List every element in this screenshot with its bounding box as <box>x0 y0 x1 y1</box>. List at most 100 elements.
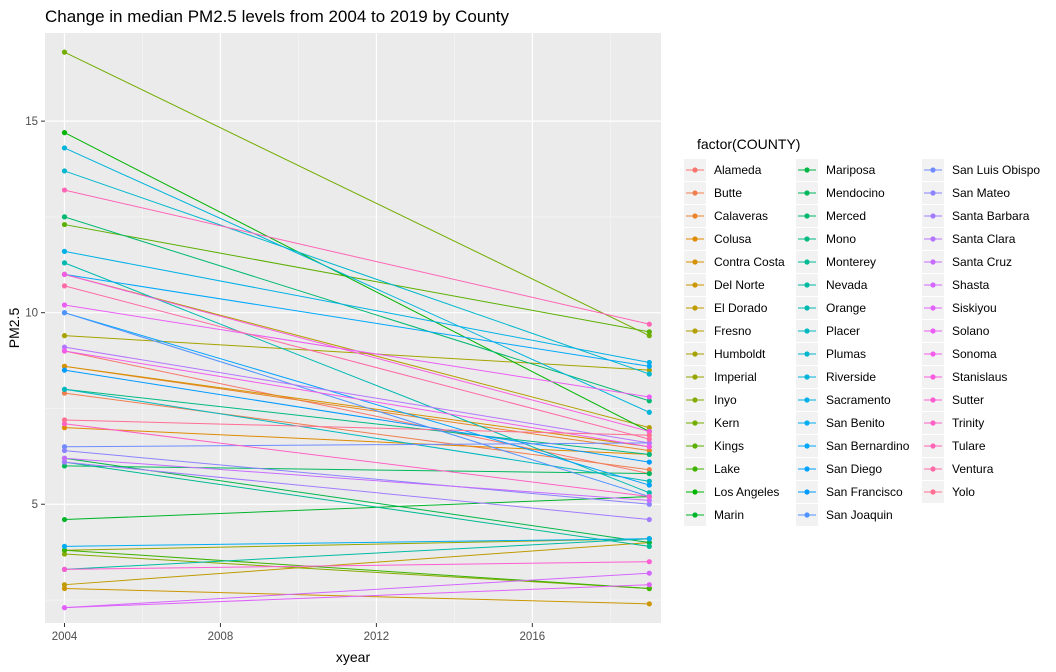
legend-label-imperial: Imperial <box>714 370 757 384</box>
data-point-los-angeles <box>61 130 68 136</box>
legend-key-point <box>692 328 698 334</box>
legend-key-point <box>692 512 698 518</box>
legend-label-del-norte: Del Norte <box>714 278 765 292</box>
legend-key-point <box>930 328 936 334</box>
legend-label-santa-barbara: Santa Barbara <box>952 209 1030 223</box>
series-line-mariposa <box>64 457 650 544</box>
y-tick-label: 15 <box>25 116 38 128</box>
data-point-solano <box>646 394 652 400</box>
data-point-orange <box>646 490 652 496</box>
x-tick-label: 2012 <box>364 631 390 643</box>
series-lines <box>64 51 650 609</box>
data-point-plumas <box>61 168 68 174</box>
legend-label-santa-clara: Santa Clara <box>952 232 1016 246</box>
legend-key-point <box>692 397 698 403</box>
series-line-sonoma <box>64 350 650 448</box>
legend-key-point <box>930 397 936 403</box>
legend-key-point <box>930 374 936 380</box>
data-point-siskiyou <box>61 605 68 611</box>
legend-label-sutter: Sutter <box>952 393 984 407</box>
data-point-placer <box>61 386 68 392</box>
data-point-contra-costa <box>61 363 68 369</box>
data-point-colusa <box>61 425 68 431</box>
legend-key-point <box>930 282 936 288</box>
data-point-placer <box>646 478 652 484</box>
legend-label-orange: Orange <box>826 301 866 315</box>
y-axis-label: PM2.5 <box>6 308 22 349</box>
legend-label-lake: Lake <box>714 462 740 476</box>
y-tick-label: 5 <box>32 499 38 511</box>
legend-key-point <box>804 282 810 288</box>
data-point-merced <box>61 214 68 220</box>
data-point-lake <box>646 585 652 592</box>
legend-label-sonoma: Sonoma <box>952 347 997 361</box>
legend-key-point <box>930 420 936 426</box>
legend-label-kings: Kings <box>714 439 744 453</box>
legend: Alameda Butte Calaveras Colusa Contra Costa D… <box>684 159 1040 526</box>
legend-label-yolo: Yolo <box>952 485 975 499</box>
legend-label-ventura: Ventura <box>952 462 994 476</box>
data-point-ventura <box>646 436 652 442</box>
data-point-sacramento <box>61 248 68 254</box>
legend-key-point <box>804 328 810 334</box>
legend-label-mendocino: Mendocino <box>826 186 885 200</box>
data-point-san-bernardino <box>646 363 652 369</box>
data-point-mendocino <box>646 470 652 477</box>
legend-key-point <box>930 190 936 196</box>
legend-label-siskiyou: Siskiyou <box>952 301 997 315</box>
series-line-siskiyou <box>64 584 650 609</box>
legend-key-point <box>930 167 936 173</box>
data-point-del-norte <box>61 585 68 592</box>
legend-key-point <box>692 351 698 357</box>
legend-label-san-bernardino: San Bernardino <box>826 439 910 453</box>
series-line-stanislaus <box>64 273 650 432</box>
data-point-sutter <box>61 566 68 572</box>
data-point-tulare <box>646 321 652 327</box>
legend-title: factor(COUNTY) <box>697 136 800 152</box>
data-point-santa-clara <box>646 440 652 446</box>
legend-key-point <box>930 259 936 265</box>
legend-label-sacramento: Sacramento <box>826 393 891 407</box>
data-point-butte <box>61 390 68 396</box>
data-point-orange <box>61 260 68 266</box>
data-point-san-benito <box>61 543 68 549</box>
legend-label-placer: Placer <box>826 324 860 338</box>
series-line-orange <box>64 262 650 494</box>
legend-label-alameda: Alameda <box>714 163 762 177</box>
data-point-san-mateo <box>646 501 652 507</box>
legend-label-san-francisco: San Francisco <box>826 485 903 499</box>
series-line-inyo <box>64 553 650 590</box>
legend-key-point <box>930 213 936 219</box>
legend-key-point <box>804 397 810 403</box>
series-line-santa-cruz <box>64 457 650 501</box>
data-point-solano <box>61 302 68 308</box>
legend-key-point <box>804 374 810 380</box>
series-line-sacramento <box>64 250 650 363</box>
legend-key-point <box>692 282 698 288</box>
data-point-calaveras <box>646 447 652 454</box>
legend-key-point <box>804 259 810 265</box>
y-axis: 5 10 15 <box>25 116 45 511</box>
data-point-inyo <box>61 551 68 557</box>
data-point-san-mateo <box>61 447 68 454</box>
series-line-el-dorado <box>64 542 650 586</box>
legend-label-monterey: Monterey <box>826 255 876 269</box>
x-tick-label: 2004 <box>52 631 78 643</box>
legend-label-fresno: Fresno <box>714 324 752 338</box>
legend-key-point <box>930 489 936 495</box>
data-point-fresno <box>646 425 652 431</box>
data-point-monterey <box>646 543 652 549</box>
legend-label-san-benito: San Benito <box>826 416 885 430</box>
legend-key-point <box>692 466 698 472</box>
data-point-santa-cruz <box>646 497 652 504</box>
data-point-yolo <box>646 432 652 438</box>
data-point-humboldt <box>646 367 652 373</box>
data-point-kings <box>646 329 652 335</box>
data-point-shasta <box>646 570 652 576</box>
series-line-lake <box>64 549 650 590</box>
chart-title: Change in median PM2.5 levels from 2004 … <box>45 7 509 26</box>
series-line-san-francisco <box>64 369 650 463</box>
data-point-santa-clara <box>61 344 68 350</box>
data-point-del-norte <box>646 601 652 607</box>
series-line-merced <box>64 216 650 402</box>
